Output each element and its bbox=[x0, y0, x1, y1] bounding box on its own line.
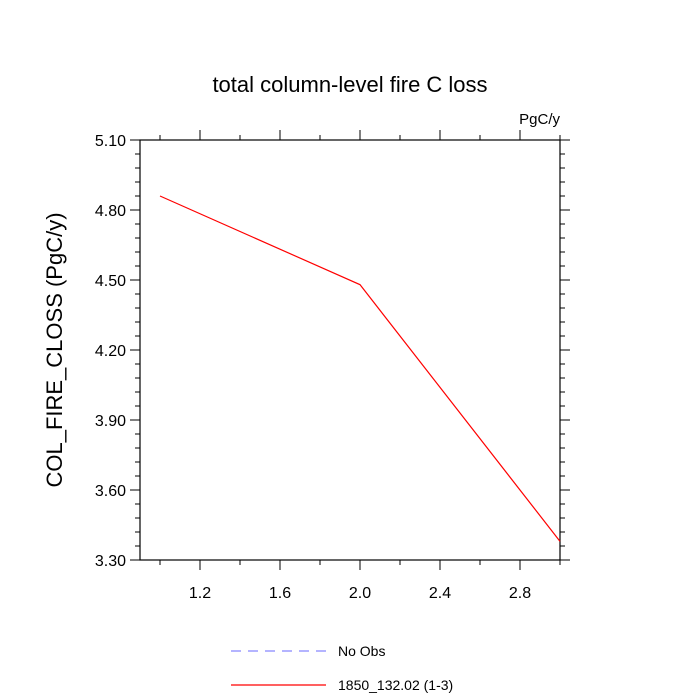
axis-ticks: 3.30 3.60 3.90 4.20 4.50 4.80 5.10 1.2 1.6 2.0 2.4… bbox=[95, 130, 570, 602]
y-axis-label: COL_FIRE_CLOSS (PgC/y) bbox=[42, 212, 67, 487]
x-tick-label: 2.8 bbox=[509, 585, 531, 602]
units-label: PgC/y bbox=[519, 111, 560, 128]
y-tick-label: 4.50 bbox=[95, 273, 126, 290]
legend-label: 1850_132.02 (1-3) bbox=[338, 677, 453, 693]
legend-label: No Obs bbox=[338, 643, 385, 659]
series-layer bbox=[159, 195, 561, 542]
x-tick-label: 2.4 bbox=[429, 585, 451, 602]
y-tick-label: 3.90 bbox=[95, 413, 126, 430]
x-tick-label: 2.0 bbox=[349, 585, 371, 602]
x-tick-label: 1.6 bbox=[269, 585, 291, 602]
y-tick-label: 4.20 bbox=[95, 343, 126, 360]
x-tick-label: 1.2 bbox=[189, 585, 211, 602]
plot-frame bbox=[139, 139, 561, 561]
y-tick-label: 3.30 bbox=[95, 553, 126, 570]
chart-title: total column-level fire C loss bbox=[212, 72, 487, 97]
y-tick-label: 3.60 bbox=[95, 483, 126, 500]
y-tick-label: 4.80 bbox=[95, 203, 126, 220]
legend: No Obs 1850_132.02 (1-3) bbox=[231, 643, 453, 693]
y-tick-label: 5.10 bbox=[95, 133, 126, 150]
series-line bbox=[159, 195, 561, 542]
